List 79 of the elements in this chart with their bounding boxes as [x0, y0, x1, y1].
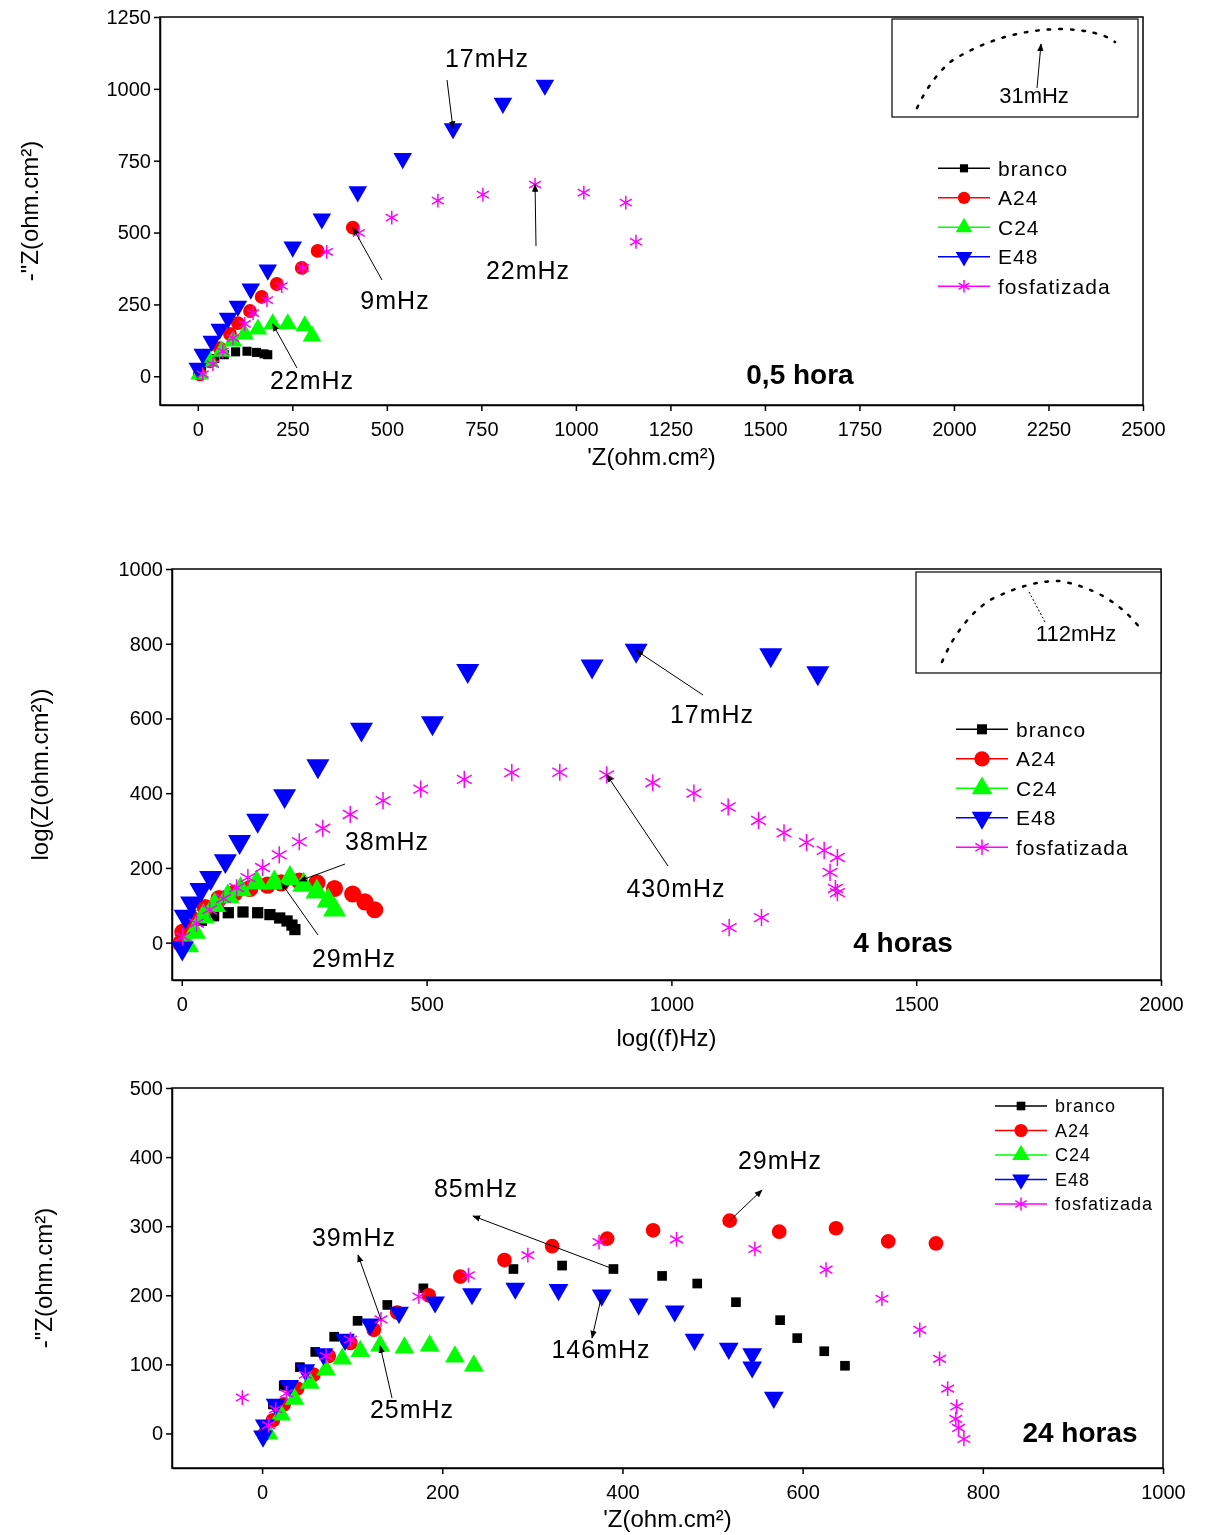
legend-label: E48 [998, 245, 1039, 269]
annotation: 22mHz [269, 365, 355, 394]
x-tick-label: 1000 [554, 418, 599, 440]
x-tick-label: 1500 [743, 418, 788, 440]
annotation: 17mHz [444, 43, 530, 72]
x-tick-label: 0 [192, 418, 204, 440]
y-axis-title: -"Z(ohm.cm²) [16, 140, 43, 282]
legend-label: fosfatizada [1016, 835, 1129, 859]
legend-label: branco [998, 156, 1069, 180]
x-tick-label: 500 [410, 993, 444, 1015]
legend-label: E48 [1016, 806, 1057, 830]
y-tick-label: 250 [117, 293, 151, 316]
legend-label: C24 [1016, 776, 1058, 800]
y-tick-label: 500 [117, 221, 151, 244]
y-axis-title: log(Z(ohm.cm²)) [26, 688, 53, 861]
x-tick-label: 1500 [894, 993, 939, 1015]
legend-label: A24 [1055, 1120, 1091, 1141]
annotation: 22mHz [485, 255, 571, 284]
legend-label: branco [1016, 717, 1087, 741]
y-tick-label: 800 [129, 632, 163, 655]
legend-label: A24 [998, 186, 1039, 210]
legend-label: A24 [1016, 747, 1057, 771]
y-tick-label: 500 [129, 1076, 163, 1099]
text: 24 horas [1022, 1417, 1138, 1448]
annotation: 25mHz [369, 1394, 455, 1423]
y-axis-title: -"Z(ohm.cm²) [30, 1207, 57, 1349]
legend-label: fosfatizada [998, 274, 1111, 298]
y-tick-label: 300 [129, 1215, 163, 1238]
x-axis-title: 'Z(ohm.cm²) [603, 1505, 732, 1532]
legend-label: E48 [1055, 1169, 1091, 1190]
x-tick-label: 200 [426, 1481, 460, 1503]
y-tick-label: 100 [129, 1353, 163, 1376]
legend-label: C24 [998, 215, 1040, 239]
legend-label: C24 [1055, 1145, 1092, 1166]
x-tick-label: 1750 [837, 418, 883, 440]
x-tick-label: 2000 [1139, 993, 1184, 1015]
y-tick-label: 1000 [106, 77, 151, 100]
annotation: 9mHz [360, 285, 430, 314]
x-axis-title: log((f)Hz) [616, 1024, 717, 1051]
y-tick-label: 200 [129, 1284, 163, 1307]
y-tick-label: 1000 [118, 557, 163, 580]
annotation: 112mHz [1035, 621, 1117, 646]
x-tick-label: 1000 [1141, 1481, 1186, 1503]
x-tick-label: 400 [606, 1481, 640, 1503]
x-tick-label: 800 [966, 1481, 1001, 1503]
y-tick-label: 750 [117, 149, 151, 172]
annotation: 39mHz [311, 1222, 397, 1251]
x-tick-label: 500 [370, 418, 405, 440]
annotation: 85mHz [433, 1173, 519, 1202]
legend-label: branco [1055, 1096, 1117, 1117]
annotation: 38mHz [344, 826, 430, 855]
y-tick-label: 200 [129, 856, 163, 879]
x-tick-label: 600 [786, 1481, 820, 1503]
x-tick-label: 250 [276, 418, 310, 440]
x-tick-label: 750 [465, 418, 499, 440]
y-tick-label: 0 [139, 365, 151, 388]
x-tick-label: 2000 [932, 418, 977, 440]
x-tick-label: 0 [176, 993, 188, 1015]
y-tick-label: 0 [151, 931, 163, 954]
y-tick-label: 600 [129, 707, 163, 730]
annotation: 29mHz [737, 1145, 823, 1174]
x-axis-title: 'Z(ohm.cm²) [587, 443, 716, 470]
text: 0,5 hora [746, 359, 855, 390]
y-tick-label: 400 [129, 782, 163, 805]
text: 4 horas [853, 927, 953, 958]
y-tick-label: 400 [129, 1145, 163, 1168]
annotation: 31mHz [999, 83, 1069, 108]
x-tick-label: 0 [257, 1481, 269, 1503]
annotation: 430mHz [626, 873, 726, 902]
x-tick-label: 2250 [1026, 418, 1072, 440]
x-tick-label: 2500 [1121, 418, 1166, 440]
annotation: 29mHz [311, 943, 397, 972]
annotation: 17mHz [669, 699, 755, 728]
x-tick-label: 1250 [648, 418, 694, 440]
annotation: 146mHz [551, 1334, 651, 1363]
x-tick-label: 1000 [649, 993, 695, 1015]
y-tick-label: 0 [151, 1422, 163, 1445]
legend-label: fosfatizada [1055, 1194, 1154, 1215]
y-tick-label: 1250 [106, 5, 151, 28]
